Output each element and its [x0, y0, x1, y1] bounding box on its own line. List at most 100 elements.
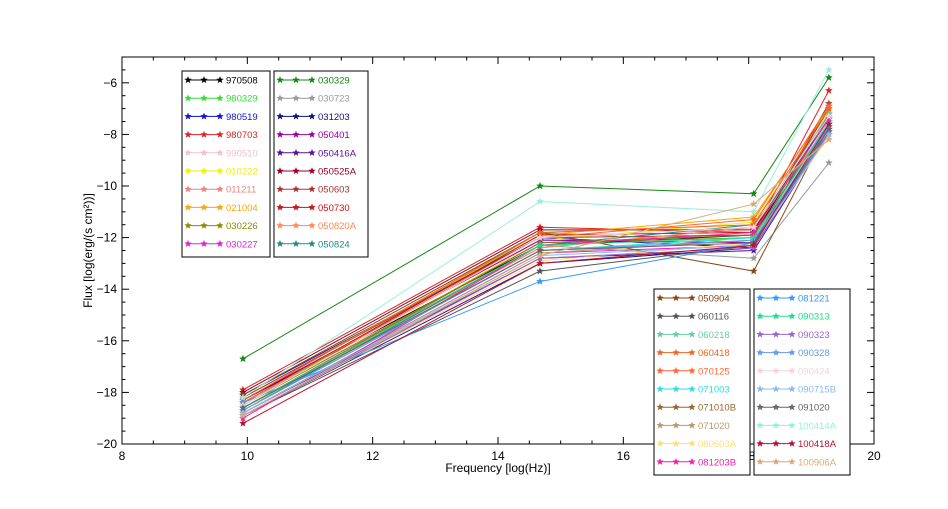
series-line	[242, 123, 830, 409]
legend-label: 090424	[798, 366, 830, 377]
legend-marker	[276, 203, 284, 211]
legend-marker	[200, 94, 208, 102]
legend-item: 080603A	[656, 439, 737, 450]
legend-marker	[216, 167, 224, 175]
data-point	[238, 419, 247, 427]
y-tick-label: −14	[97, 282, 118, 296]
legend-marker	[672, 403, 680, 411]
legend-marker	[200, 76, 208, 84]
legend-label: 090313	[798, 312, 830, 323]
legend-marker	[276, 130, 284, 138]
legend-item: 060418	[656, 348, 730, 359]
data-point	[749, 254, 758, 262]
legend-item: 050401	[276, 130, 350, 141]
legend-label: 081221	[798, 294, 830, 305]
legend-marker	[772, 385, 780, 393]
data-point	[536, 197, 544, 205]
legend-marker	[656, 385, 664, 393]
legend-marker	[276, 112, 284, 120]
legend-marker	[788, 421, 796, 429]
axis-ticks: 8101214161820−20−18−16−14−12−10−8−6	[97, 56, 881, 463]
legend-marker	[672, 294, 680, 302]
legend-marker	[308, 94, 316, 102]
legend-marker	[216, 239, 224, 248]
data-point	[824, 65, 833, 74]
legend-marker	[656, 330, 664, 338]
legend-item: 090313	[756, 312, 830, 323]
legend-item: 100906A	[756, 457, 837, 468]
legend-item: 030723	[276, 94, 350, 105]
legend-marker	[672, 348, 680, 356]
legend-item: 980519	[184, 112, 258, 123]
legend-marker	[772, 330, 780, 338]
legend-item: 100414A	[756, 421, 837, 432]
legend-item: 060116	[656, 312, 729, 323]
legend-marker	[292, 112, 300, 120]
data-point	[824, 86, 833, 94]
legend-item: 980329	[184, 94, 258, 105]
legend-label: 050820A	[318, 221, 357, 232]
legend-marker	[656, 403, 664, 411]
legend-marker	[772, 439, 780, 447]
legend-item: 081221	[756, 294, 830, 305]
data-point	[749, 241, 758, 249]
legend-item: 071003	[656, 385, 730, 396]
legend-marker	[200, 203, 208, 211]
y-tick-label: −20	[97, 437, 118, 451]
legend-marker	[656, 348, 664, 356]
legend-marker	[216, 185, 224, 193]
data-point	[749, 199, 758, 208]
legend-label: 031203	[318, 112, 350, 123]
data-point	[238, 403, 247, 412]
legend-marker	[184, 239, 192, 248]
legend-item: 071020	[656, 421, 730, 432]
legend-marker	[788, 403, 796, 411]
legend-marker	[292, 130, 300, 138]
legend-marker	[184, 112, 192, 120]
legend-marker	[216, 94, 224, 102]
legend-marker	[216, 112, 224, 120]
legend-label: 980703	[226, 130, 258, 141]
legend-marker	[276, 239, 284, 248]
legend-marker	[756, 403, 764, 411]
legend-marker	[292, 148, 300, 157]
legend-label: 050904	[698, 294, 730, 305]
series-line	[242, 103, 830, 399]
legend-marker	[292, 94, 300, 102]
y-axis-label: Flux [log(erg/(s cm²))]	[81, 193, 95, 308]
data-point	[749, 223, 758, 231]
legend-marker	[656, 439, 664, 447]
legend-item: 050416A	[276, 148, 357, 159]
legend-marker	[756, 294, 764, 302]
series-line	[242, 105, 830, 404]
legend-marker	[308, 239, 316, 248]
legend-item: 100418A	[756, 439, 837, 450]
series-100418A	[238, 119, 833, 427]
legend-marker	[772, 348, 780, 356]
legend-label: 060418	[698, 348, 730, 359]
data-point	[749, 243, 758, 252]
data-point	[536, 277, 544, 285]
data-point	[749, 266, 758, 275]
data-point	[749, 207, 758, 216]
legend-marker	[200, 167, 208, 175]
legend-marker	[788, 457, 796, 466]
legend-marker	[772, 457, 780, 466]
legend-frame	[273, 70, 369, 258]
series-100906A	[238, 135, 833, 419]
legend-item: 091020	[756, 403, 830, 414]
legend-label: 011211	[226, 185, 256, 196]
legend-item: 090424	[756, 366, 830, 377]
legend-item: 090715B	[756, 385, 836, 396]
series-layer	[238, 65, 833, 427]
legend-marker	[292, 167, 300, 175]
legend-label: 050603	[318, 185, 350, 196]
legend-marker	[308, 221, 316, 229]
data-point	[238, 411, 247, 419]
legend-marker	[184, 94, 192, 102]
data-point	[238, 354, 247, 363]
data-point	[824, 158, 833, 167]
legend-item: 050525A	[276, 167, 357, 178]
x-tick-label: 10	[241, 449, 255, 463]
legend-marker	[756, 421, 764, 429]
